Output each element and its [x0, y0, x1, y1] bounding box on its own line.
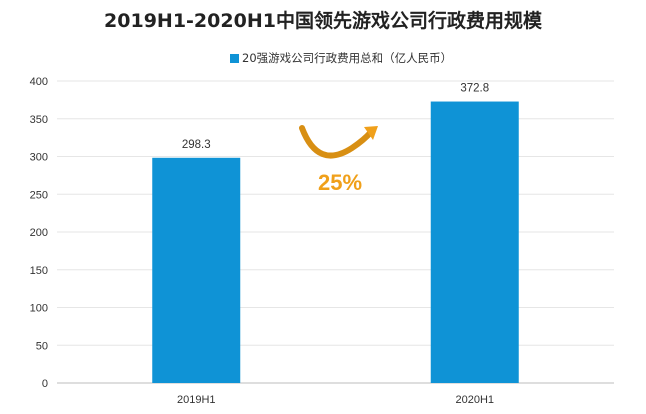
growth-arrow-icon [299, 125, 378, 159]
bar [152, 157, 241, 383]
y-tick-label: 400 [30, 76, 48, 88]
growth-annotation: 25% [318, 170, 362, 195]
data-label: 372.8 [460, 83, 489, 95]
data-label: 298.3 [182, 139, 211, 151]
y-tick-label: 50 [36, 340, 48, 352]
legend: 20强游戏公司行政费用总和（亿人民币） [230, 50, 452, 66]
y-tick-label: 0 [42, 378, 48, 390]
legend-label: 20强游戏公司行政费用总和（亿人民币） [242, 51, 453, 65]
bar [430, 101, 519, 383]
y-tick-label: 200 [30, 227, 48, 239]
y-tick-label: 300 [30, 152, 48, 164]
legend-swatch [230, 53, 239, 63]
x-tick-label: 2019H1 [177, 394, 216, 406]
y-tick-label: 350 [30, 114, 48, 126]
y-tick-label: 150 [30, 265, 48, 277]
y-tick-label: 250 [30, 189, 48, 201]
y-tick-label: 100 [30, 303, 48, 315]
chart-title: 2019H1-2020H1中国领先游戏公司行政费用规模 [104, 10, 542, 32]
x-tick-label: 2020H1 [455, 394, 494, 406]
